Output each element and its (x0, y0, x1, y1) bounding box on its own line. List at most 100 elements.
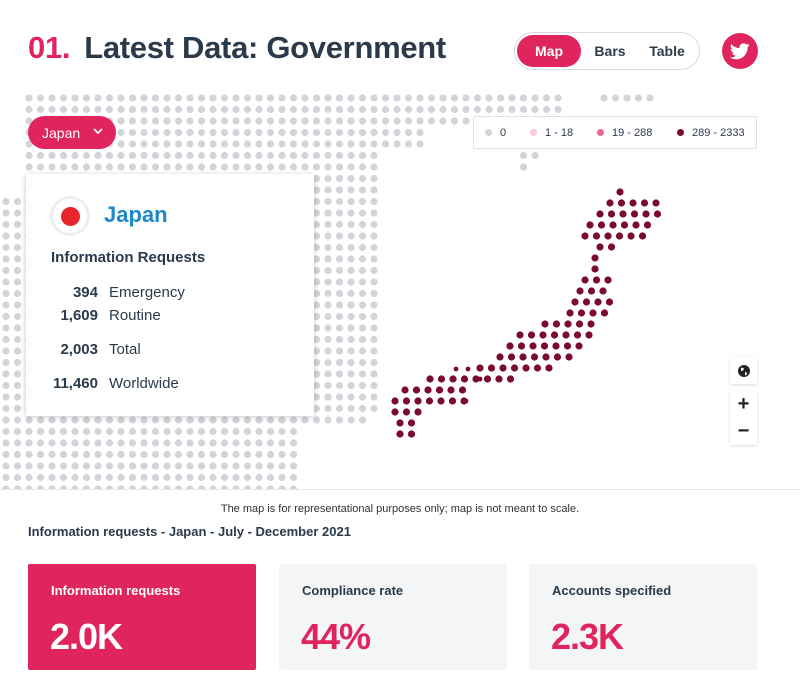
zoom-in-button[interactable]: + (730, 391, 757, 418)
japan-dot[interactable] (477, 376, 483, 382)
japan-dot[interactable] (577, 309, 586, 317)
japan-dot[interactable] (527, 331, 536, 339)
japan-dot[interactable] (545, 364, 553, 372)
japan-dot[interactable] (587, 287, 596, 295)
japan-dot[interactable] (510, 364, 519, 372)
japan-dot[interactable] (571, 298, 579, 306)
japan-dot[interactable] (599, 287, 607, 295)
japan-dot[interactable] (552, 342, 560, 350)
japan-dot[interactable] (453, 366, 459, 372)
japan-dot[interactable] (587, 320, 595, 328)
japan-dot[interactable] (542, 353, 550, 361)
japan-dot[interactable] (550, 331, 559, 339)
stat-card-compliance-rate[interactable]: Compliance rate 44% (279, 564, 507, 670)
japan-dot[interactable] (653, 210, 662, 218)
japan-dot[interactable] (539, 331, 547, 339)
japan-dot[interactable] (617, 199, 626, 207)
japan-dot[interactable] (615, 232, 624, 240)
japan-dot[interactable] (562, 331, 570, 339)
japan-dot[interactable] (565, 353, 573, 361)
japan-dot[interactable] (592, 232, 601, 240)
stat-card-accounts-specified[interactable]: Accounts specified 2.3K (529, 564, 757, 670)
zoom-out-button[interactable]: − (730, 418, 757, 445)
japan-dot[interactable] (596, 243, 604, 251)
japan-dot[interactable] (600, 309, 609, 317)
japan-dot[interactable] (609, 221, 617, 229)
japan-dot[interactable] (606, 199, 614, 207)
japan-dot[interactable] (522, 364, 530, 372)
japan-dot[interactable] (643, 221, 652, 229)
japan-dot[interactable] (437, 398, 443, 404)
japan-dot[interactable] (541, 320, 549, 328)
japan-dot[interactable] (591, 254, 599, 262)
japan-dot[interactable] (529, 342, 537, 350)
japan-dot[interactable] (496, 353, 504, 361)
japan-dot[interactable] (458, 386, 467, 394)
japan-dot[interactable] (589, 309, 597, 317)
japan-dot[interactable] (448, 397, 457, 405)
japan-dot[interactable] (401, 386, 409, 394)
japan-dot[interactable] (407, 430, 416, 438)
japan-dot[interactable] (604, 232, 612, 240)
japan-dot[interactable] (507, 353, 516, 361)
japan-dot[interactable] (447, 386, 455, 394)
country-select[interactable]: Japan (28, 116, 116, 149)
japan-dot[interactable] (640, 199, 649, 207)
japan-dot[interactable] (402, 408, 411, 416)
view-bars-button[interactable]: Bars (594, 43, 626, 59)
japan-dot[interactable] (489, 366, 495, 372)
japan-dot[interactable] (483, 375, 492, 383)
japan-dot[interactable] (573, 331, 582, 339)
japan-dot[interactable] (414, 408, 422, 416)
japan-dot[interactable] (620, 221, 629, 229)
japan-dot[interactable] (596, 210, 604, 218)
japan-dot[interactable] (563, 342, 572, 350)
japan-dot[interactable] (499, 364, 507, 372)
japan-dot[interactable] (566, 309, 574, 317)
japan-dot[interactable] (396, 430, 404, 438)
japan-dot[interactable] (506, 375, 515, 383)
japan-dot[interactable] (627, 232, 635, 240)
japan-dot[interactable] (616, 188, 624, 196)
reset-view-button[interactable] (730, 357, 757, 384)
japan-dot[interactable] (581, 276, 589, 284)
japan-dot[interactable] (564, 320, 572, 328)
japan-dot[interactable] (597, 221, 606, 229)
japan-dot[interactable] (472, 375, 480, 383)
japan-dot[interactable] (435, 386, 444, 394)
view-table-button[interactable]: Table (649, 43, 685, 59)
japan-dot[interactable] (533, 364, 542, 372)
japan-dot[interactable] (607, 243, 616, 251)
japan-dot[interactable] (449, 375, 457, 383)
japan-dot[interactable] (412, 386, 421, 394)
japan-dot[interactable] (585, 331, 593, 339)
japan-dot[interactable] (652, 199, 660, 207)
japan-dot[interactable] (396, 419, 404, 427)
japan-dot[interactable] (553, 353, 562, 361)
japan-dot[interactable] (517, 342, 526, 350)
japan-dot[interactable] (424, 386, 432, 394)
japan-dot[interactable] (516, 331, 524, 339)
japan-dot[interactable] (594, 298, 602, 306)
japan-dot[interactable] (460, 375, 469, 383)
japan-dot[interactable] (629, 199, 637, 207)
japan-dot[interactable] (391, 408, 399, 416)
japan-dot[interactable] (619, 210, 627, 218)
japan-dot[interactable] (476, 364, 484, 372)
view-map-button[interactable]: Map (517, 35, 581, 67)
stat-card-information-requests[interactable]: Information requests 2.0K (28, 564, 256, 670)
japan-dot[interactable] (586, 221, 594, 229)
japan-dot[interactable] (540, 342, 549, 350)
japan-dot[interactable] (407, 419, 416, 427)
japan-dot[interactable] (630, 210, 639, 218)
japan-dot[interactable] (437, 375, 446, 383)
japan-dot[interactable] (506, 342, 514, 350)
japan-dot[interactable] (402, 397, 411, 405)
map-area[interactable]: Japan 0 1 - 18 19 - 288 289 - 2333 Japan… (0, 92, 800, 490)
japan-dot[interactable] (530, 353, 539, 361)
japan-dot[interactable] (604, 276, 612, 284)
japan-dot[interactable] (592, 276, 601, 284)
japan-dot[interactable] (463, 398, 469, 404)
japan-dot[interactable] (638, 232, 647, 240)
japan-dot[interactable] (552, 320, 561, 328)
